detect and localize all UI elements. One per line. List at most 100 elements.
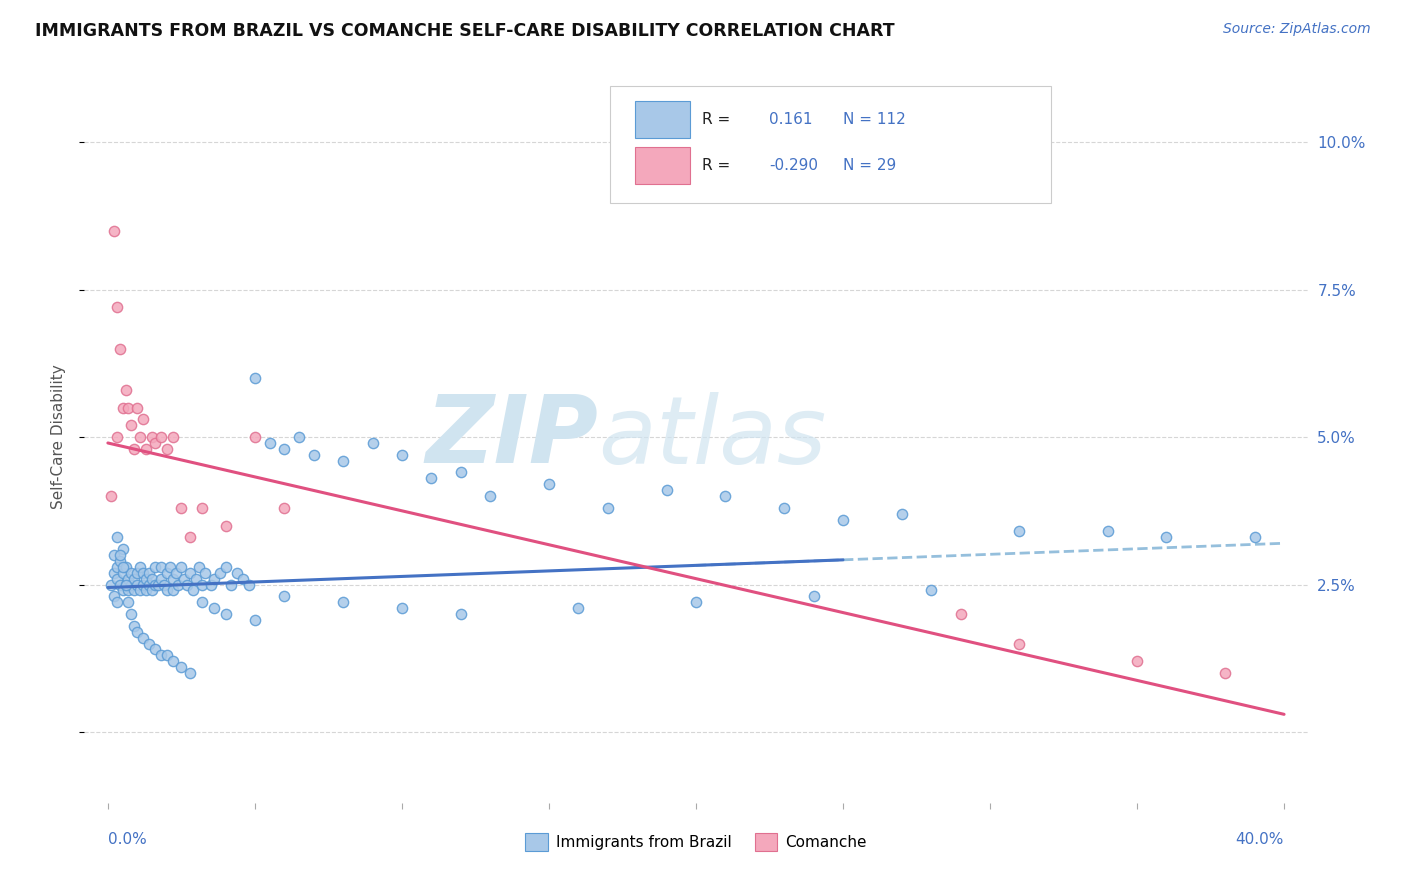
Point bbox=[243, 371, 266, 385]
Point bbox=[149, 559, 172, 574]
Point bbox=[149, 430, 172, 444]
Text: 0.0%: 0.0% bbox=[108, 832, 146, 847]
Point bbox=[108, 554, 131, 568]
Point bbox=[143, 642, 166, 657]
Text: Source: ZipAtlas.com: Source: ZipAtlas.com bbox=[1223, 22, 1371, 37]
Point bbox=[138, 577, 160, 591]
Point bbox=[1213, 666, 1236, 681]
Point bbox=[179, 530, 201, 544]
Point bbox=[420, 471, 443, 485]
Point bbox=[1156, 530, 1178, 544]
Point bbox=[191, 577, 214, 591]
Point bbox=[141, 572, 163, 586]
Point bbox=[135, 583, 157, 598]
Point bbox=[167, 577, 190, 591]
Point bbox=[156, 648, 179, 663]
Legend: Immigrants from Brazil, Comanche: Immigrants from Brazil, Comanche bbox=[519, 827, 873, 857]
Point bbox=[156, 566, 179, 580]
Point bbox=[105, 301, 128, 315]
Point bbox=[832, 513, 855, 527]
Point bbox=[243, 430, 266, 444]
Point bbox=[159, 559, 181, 574]
Point bbox=[1008, 524, 1031, 539]
Point bbox=[132, 412, 155, 426]
Point bbox=[103, 590, 125, 604]
Point bbox=[135, 572, 157, 586]
Point bbox=[111, 559, 134, 574]
Point bbox=[149, 648, 172, 663]
Point bbox=[127, 624, 149, 639]
Point bbox=[714, 489, 737, 503]
Point bbox=[117, 583, 139, 598]
Point bbox=[890, 507, 912, 521]
Point bbox=[208, 566, 231, 580]
Point bbox=[111, 566, 134, 580]
Point bbox=[114, 577, 136, 591]
Point bbox=[124, 619, 146, 633]
Point bbox=[120, 418, 142, 433]
Point bbox=[143, 436, 166, 450]
Point bbox=[162, 654, 184, 668]
Point bbox=[685, 595, 707, 609]
Point bbox=[105, 530, 128, 544]
Point bbox=[127, 401, 149, 415]
Point bbox=[162, 572, 184, 586]
Point bbox=[188, 559, 211, 574]
Point bbox=[302, 448, 325, 462]
Text: atlas: atlas bbox=[598, 392, 827, 483]
Point bbox=[120, 607, 142, 621]
Point bbox=[162, 583, 184, 598]
Point bbox=[111, 401, 134, 415]
Text: -0.290: -0.290 bbox=[769, 158, 818, 173]
Point bbox=[773, 500, 796, 515]
FancyBboxPatch shape bbox=[636, 102, 690, 138]
Y-axis label: Self-Care Disability: Self-Care Disability bbox=[51, 365, 66, 509]
Point bbox=[391, 601, 413, 615]
Text: N = 29: N = 29 bbox=[842, 158, 896, 173]
Point bbox=[138, 566, 160, 580]
Point bbox=[567, 601, 589, 615]
Point bbox=[803, 590, 825, 604]
Point bbox=[332, 453, 354, 467]
Point bbox=[124, 442, 146, 456]
Point bbox=[143, 577, 166, 591]
Text: R =: R = bbox=[702, 112, 735, 128]
Point bbox=[132, 577, 155, 591]
Point bbox=[111, 542, 134, 557]
Point bbox=[226, 566, 249, 580]
Point bbox=[655, 483, 678, 498]
Point bbox=[191, 595, 214, 609]
Point bbox=[214, 518, 236, 533]
Point bbox=[361, 436, 384, 450]
Point bbox=[259, 436, 281, 450]
Point bbox=[179, 666, 201, 681]
Point bbox=[391, 448, 413, 462]
Point bbox=[105, 559, 128, 574]
Point bbox=[100, 577, 122, 591]
Point bbox=[129, 559, 152, 574]
Point bbox=[124, 572, 146, 586]
FancyBboxPatch shape bbox=[636, 147, 690, 184]
Text: IMMIGRANTS FROM BRAZIL VS COMANCHE SELF-CARE DISABILITY CORRELATION CHART: IMMIGRANTS FROM BRAZIL VS COMANCHE SELF-… bbox=[35, 22, 894, 40]
Point bbox=[165, 566, 187, 580]
Text: N = 112: N = 112 bbox=[842, 112, 905, 128]
Text: R =: R = bbox=[702, 158, 735, 173]
Point bbox=[141, 583, 163, 598]
Point bbox=[105, 572, 128, 586]
Point bbox=[173, 572, 195, 586]
Point bbox=[1243, 530, 1265, 544]
Point bbox=[146, 577, 169, 591]
Point bbox=[117, 401, 139, 415]
Text: ZIP: ZIP bbox=[425, 391, 598, 483]
Point bbox=[920, 583, 942, 598]
Point bbox=[238, 577, 260, 591]
Point bbox=[108, 548, 131, 562]
Point bbox=[129, 430, 152, 444]
Point bbox=[221, 577, 243, 591]
Point bbox=[117, 572, 139, 586]
Point bbox=[120, 566, 142, 580]
Point bbox=[132, 631, 155, 645]
Point bbox=[114, 383, 136, 397]
Point bbox=[162, 430, 184, 444]
Point bbox=[1097, 524, 1119, 539]
